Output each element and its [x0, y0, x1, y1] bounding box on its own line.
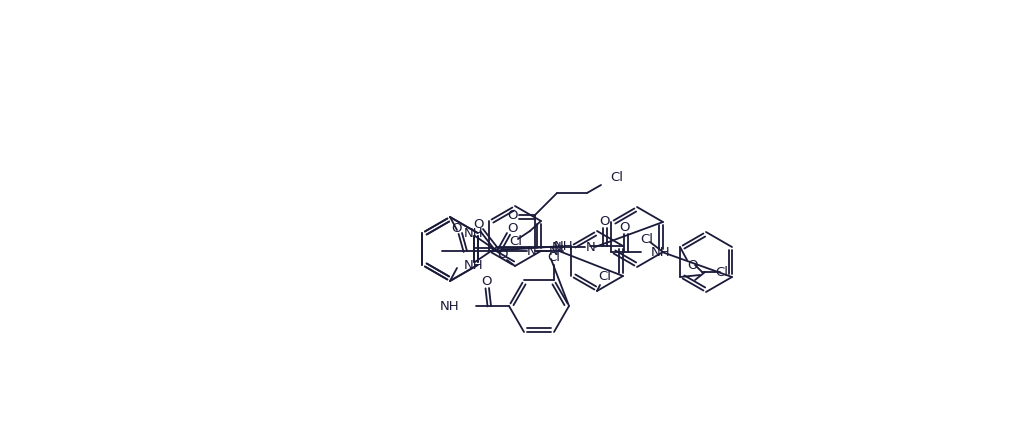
Text: O: O: [507, 222, 519, 235]
Text: N: N: [587, 241, 596, 254]
Text: NH: NH: [464, 259, 484, 272]
Text: N: N: [553, 241, 562, 254]
Text: O: O: [482, 275, 492, 288]
Text: NH: NH: [554, 240, 573, 253]
Text: NH: NH: [439, 300, 459, 313]
Text: NH: NH: [651, 246, 671, 259]
Text: N: N: [527, 245, 537, 258]
Text: Cl: Cl: [640, 233, 653, 246]
Text: O: O: [498, 248, 508, 261]
Text: O: O: [618, 221, 630, 234]
Text: O: O: [686, 259, 698, 272]
Text: N: N: [549, 245, 559, 258]
Text: O: O: [600, 215, 610, 228]
Text: Cl: Cl: [509, 235, 523, 248]
Text: Cl: Cl: [547, 250, 561, 263]
Text: Cl: Cl: [599, 270, 611, 283]
Text: O: O: [472, 218, 484, 231]
Text: NH: NH: [464, 227, 484, 240]
Text: O: O: [506, 209, 518, 222]
Text: Cl: Cl: [715, 266, 729, 279]
Text: O: O: [452, 222, 462, 235]
Text: Cl: Cl: [610, 171, 623, 184]
